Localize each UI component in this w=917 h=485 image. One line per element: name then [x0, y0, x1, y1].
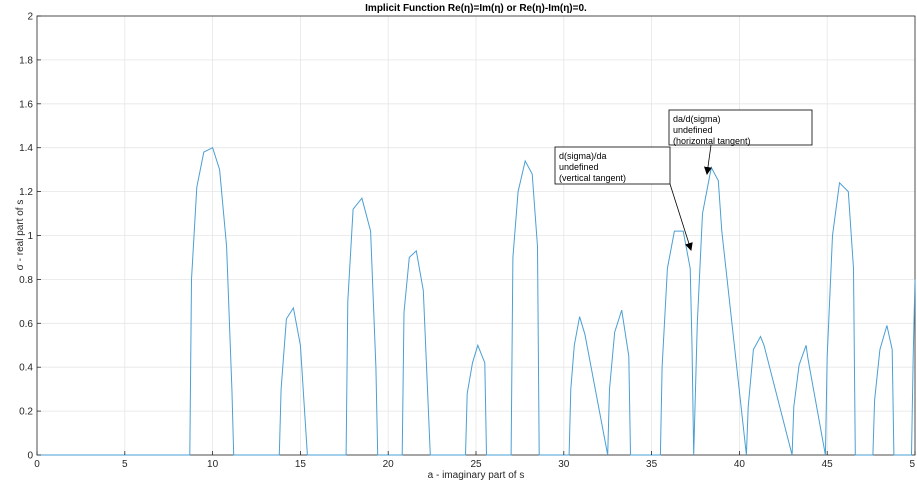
x-tick-label: 5: [122, 459, 128, 470]
x-tick-label: 30: [558, 459, 570, 470]
annotation-arrow-horizontal: [703, 144, 712, 175]
x-tick-label: 35: [646, 459, 658, 470]
x-axis-label: a - imaginary part of s: [428, 470, 525, 481]
x-tick-label: 20: [383, 459, 395, 470]
annotation-horizontal-line1: da/d(sigma): [673, 114, 721, 124]
x-tick-label: 40: [734, 459, 746, 470]
x-tick-label: 45: [822, 459, 834, 470]
x-tick-label: 15: [295, 459, 307, 470]
y-tick-label: 0: [27, 451, 33, 462]
y-tick-label: 1: [27, 231, 33, 242]
y-axis-label: σ - real part of s: [15, 200, 26, 271]
y-tick-label: 1.2: [19, 187, 33, 198]
annotation-arrow-vertical: [669, 183, 693, 251]
y-tick-label: 2: [27, 12, 33, 23]
x-tick-label: 10: [207, 459, 219, 470]
annotation-horizontal-line3: (horizontal tangent): [673, 136, 751, 146]
x-tick-label: 0: [34, 459, 40, 470]
y-tick-label: 0.2: [19, 407, 33, 418]
annotation-vertical-line2: undefined: [559, 162, 599, 172]
x-tick-label: 5: [909, 459, 915, 470]
x-tick-label: 25: [470, 459, 482, 470]
y-tick-label: 0.8: [19, 275, 33, 286]
annotation-box-horizontal-tangent: [668, 109, 813, 146]
series-line: [37, 146, 916, 456]
annotation-vertical-line1: d(sigma)/da: [559, 151, 607, 161]
y-tick-label: 1.8: [19, 55, 33, 66]
annotation-box-vertical-tangent: [554, 146, 671, 185]
y-tick-label: 0.6: [19, 319, 33, 330]
x-axis: 0 5 10 15 20 25 30 35 40 45 5: [34, 451, 915, 470]
grid-lines: [36, 15, 916, 456]
y-axis: 0 0.2 0.4 0.6 0.8 1 1.2 1.4 1.6 1.8 2: [19, 12, 41, 462]
annotation-vertical-line3: (vertical tangent): [559, 173, 626, 183]
y-tick-label: 1.6: [19, 99, 33, 110]
y-tick-label: 1.4: [19, 143, 33, 154]
chart-title: Implicit Function Re(η)=Im(η) or Re(η)-I…: [365, 3, 587, 14]
annotation-horizontal-line2: undefined: [673, 125, 713, 135]
y-tick-label: 0.4: [19, 363, 33, 374]
